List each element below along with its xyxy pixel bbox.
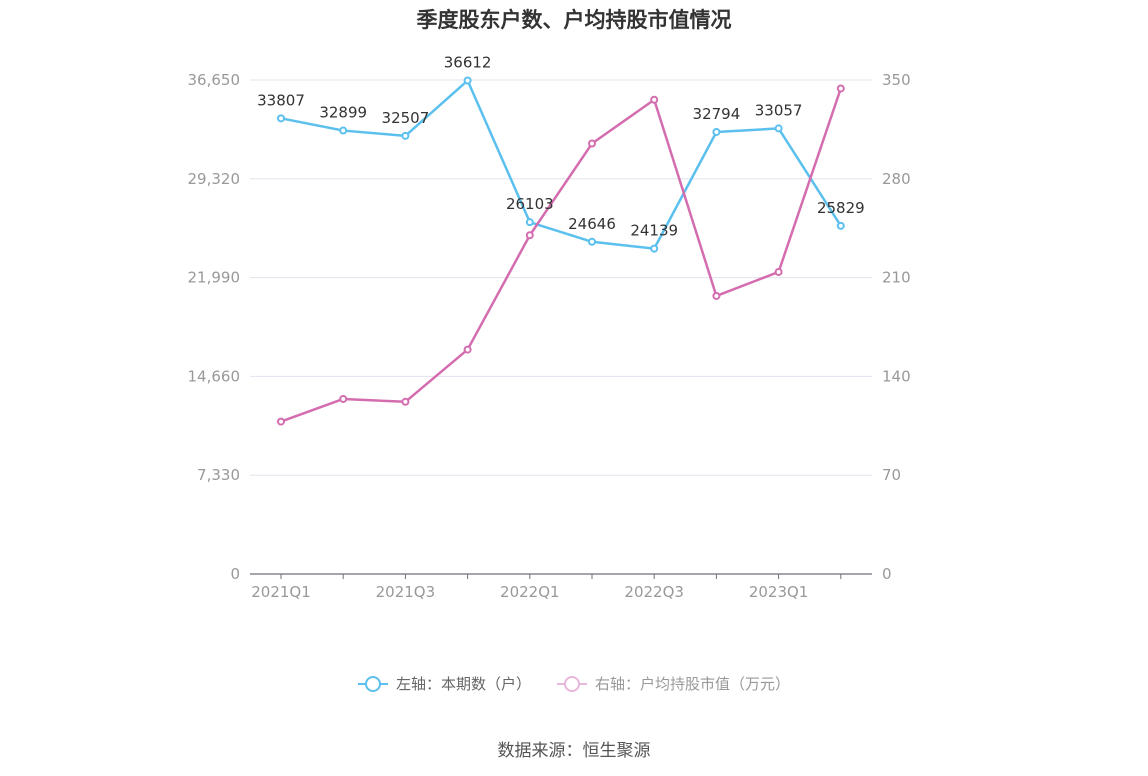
series-2-point — [588, 139, 596, 148]
y-right-tick-label: 210 — [882, 269, 911, 287]
data-label: 33057 — [755, 101, 803, 119]
chart-legend: 左轴：本期数（户） 右轴：户均持股市值（万元） — [0, 673, 1148, 694]
data-label: 32794 — [693, 105, 741, 123]
y-left-tick-label: 0 — [230, 565, 240, 583]
x-tick-label: 2022Q1 — [500, 583, 560, 601]
series-line-1 — [280, 79, 842, 250]
series-1-point — [650, 244, 659, 253]
series-1-point — [401, 131, 410, 140]
y-left-tick-label: 36,650 — [188, 71, 241, 89]
series-2-point — [650, 95, 659, 104]
series-1-point — [463, 76, 472, 85]
series-1-point — [774, 124, 783, 133]
series-1-point — [588, 237, 596, 246]
legend-item-2[interactable]: 右轴：户均持股市值（万元） — [557, 673, 790, 694]
x-tick-label: 2021Q3 — [376, 583, 436, 601]
data-label: 33807 — [257, 91, 305, 109]
data-source-note: 数据来源：恒生聚源 — [497, 741, 651, 761]
y-right-tick-label: 70 — [882, 466, 901, 484]
data-label: 24646 — [568, 215, 616, 233]
legend-swatch — [557, 675, 587, 692]
legend-label: 左轴：本期数（户） — [395, 675, 531, 693]
data-label: 26103 — [506, 195, 554, 213]
series-1-point — [525, 218, 534, 227]
y-left-tick-label: 29,320 — [188, 170, 241, 188]
y-left-tick-label: 7,330 — [197, 466, 240, 484]
y-right-tick-label: 0 — [882, 565, 892, 583]
data-label: 25829 — [817, 199, 865, 217]
series-1-point — [712, 127, 721, 136]
y-left-tick-label: 21,990 — [188, 269, 241, 287]
series-2-point — [463, 345, 472, 354]
series-2-point — [401, 397, 410, 406]
series-2-point — [339, 394, 348, 403]
y-right-tick-label: 280 — [882, 170, 911, 188]
series-line-2 — [280, 88, 842, 423]
legend-label: 右轴：户均持股市值（万元） — [595, 675, 791, 693]
x-tick-label: 2022Q3 — [624, 583, 684, 601]
series-1-point — [339, 126, 348, 135]
series-1-point — [277, 114, 285, 123]
data-label: 32507 — [382, 109, 430, 127]
series-2-point — [774, 267, 783, 276]
series-2-point — [712, 291, 721, 300]
y-left-tick-label: 14,660 — [188, 367, 241, 385]
chart-title: 季度股东户数、户均持股市值情况 — [416, 8, 732, 32]
data-label: 24139 — [630, 222, 678, 240]
y-right-tick-label: 140 — [882, 367, 911, 385]
data-label: 32899 — [319, 104, 367, 122]
data-label: 36612 — [444, 54, 492, 72]
legend-item-1[interactable]: 左轴：本期数（户） — [357, 673, 531, 694]
series-2-point — [836, 84, 845, 93]
x-tick-label: 2023Q1 — [749, 583, 809, 601]
series-2-point — [525, 231, 534, 240]
x-tick-label: 2021Q1 — [251, 583, 311, 601]
series-1-point — [836, 221, 845, 230]
legend-swatch — [357, 675, 388, 692]
series-2-point — [277, 417, 285, 426]
y-right-tick-label: 350 — [882, 71, 911, 89]
